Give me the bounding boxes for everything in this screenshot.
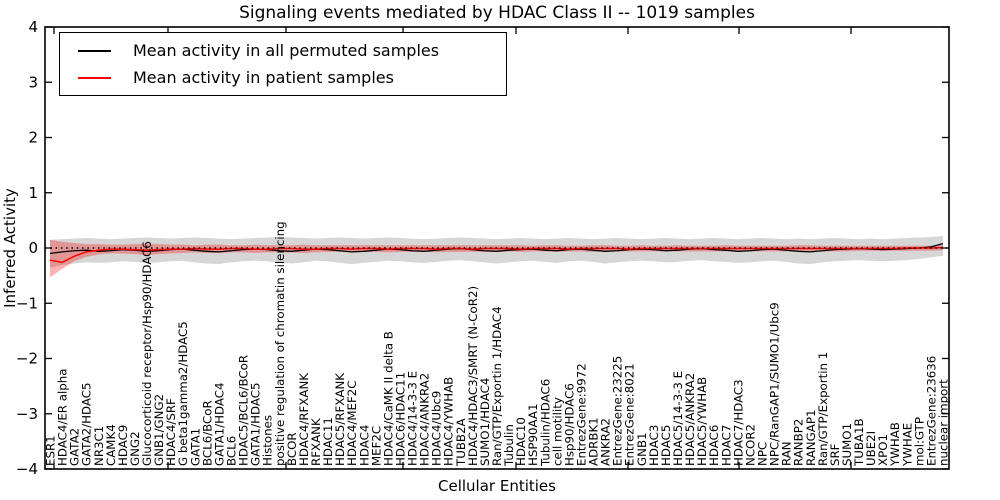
entity-label: RANGAP1 <box>804 410 818 466</box>
entity-label: HDAC6/HDAC11 <box>393 372 407 466</box>
entity-label: EntrezGene:9972 <box>574 363 588 466</box>
legend-label-patient: Mean activity in patient samples <box>133 68 394 87</box>
entity-label: EntrezGene:23636 <box>924 356 938 466</box>
y-axis-label: Inferred Activity <box>1 188 19 308</box>
entity-label: NPC/RanGAP1/SUMO1/Ubc9 <box>768 302 782 466</box>
entity-label: HSP90AA1 <box>526 404 540 466</box>
entity-label: HDAC5/RFXANK <box>333 373 347 466</box>
entity-label: HDAC4/ER alpha <box>56 369 70 466</box>
entity-label: HDAC4/RFXANK <box>297 373 311 466</box>
entity-label: BCL6/BCoR <box>200 400 214 466</box>
entity-label: TUBB2A <box>454 418 468 467</box>
entity-label: ANKRA2 <box>599 418 613 466</box>
x-axis-label: Cellular Entities <box>438 477 556 495</box>
entity-label: Hsp90/HDAC6 <box>562 383 576 466</box>
entity-label: HDAC4/ANKRA2 <box>418 373 432 466</box>
entity-label: GATA1/HDAC4 <box>212 383 226 467</box>
entity-label: HDAC7 <box>719 425 733 466</box>
entity-label: Glucocorticoid receptor/Hsp90/HDAC6 <box>140 241 154 466</box>
entity-label: EntrezGene:8021 <box>623 363 637 466</box>
entity-label: GATA2 <box>68 428 82 466</box>
entity-label: EntrezGene:23225 <box>611 356 625 466</box>
entity-label: HDAC5/YWHAB <box>695 377 709 466</box>
entity-label: BCOR <box>285 432 299 466</box>
y-tick-label: 3 <box>28 73 38 91</box>
entity-label: GATA2/HDAC5 <box>80 383 94 467</box>
entity-label: HDAC5 <box>659 425 673 466</box>
entity-label: RFXANK <box>309 418 323 466</box>
legend-entry-patient: Mean activity in patient samples <box>60 65 506 91</box>
entity-label: Histones <box>261 415 275 466</box>
legend: Mean activity in all permuted samples Me… <box>59 32 507 96</box>
y-tick-label: 4 <box>28 18 38 36</box>
entity-label: HDAC4 <box>357 425 371 466</box>
entity-label: Ran/GTP/Exportin 1 <box>816 352 830 466</box>
legend-label-permuted: Mean activity in all permuted samples <box>133 41 440 60</box>
entity-label: NCOR2 <box>743 424 757 466</box>
y-tick-label: −1 <box>16 294 38 312</box>
entity-label: HDAC4/Ubc9 <box>430 391 444 466</box>
chart-title: Signaling events mediated by HDAC Class … <box>239 3 755 23</box>
entity-label: MEF2C <box>369 426 383 466</box>
y-tick-label: 1 <box>28 184 38 202</box>
entity-label: HDAC4/MEF2C <box>345 381 359 467</box>
entity-label: Ran/GTP/Exportin 1/HDAC4 <box>490 306 504 466</box>
entity-label: HDAC11 <box>321 417 335 466</box>
entity-label: mol:GTP <box>912 417 926 466</box>
patient-line-swatch-icon <box>78 76 111 79</box>
entity-label: YWHAB <box>888 422 902 467</box>
y-tick-label: −2 <box>16 350 38 368</box>
entity-label: HDAC5/ANKRA2 <box>683 373 697 466</box>
entity-label: TUBA1B <box>852 418 866 467</box>
permuted-line-swatch-icon <box>78 49 111 52</box>
entity-label: SRF <box>828 443 842 466</box>
entity-label: XPO1 <box>876 434 890 466</box>
entity-label: RANBP2 <box>792 419 806 466</box>
entity-label: UBE2I <box>864 431 878 466</box>
entity-label: CAMK4 <box>104 424 118 466</box>
legend-entry-permuted: Mean activity in all permuted samples <box>60 38 506 64</box>
y-tick-label: −4 <box>16 460 38 478</box>
entity-label: BCL6 <box>225 436 239 466</box>
entity-label: HDAC10 <box>514 417 528 466</box>
entity-label: HDAC4/CaMK II delta B <box>381 331 395 466</box>
entity-label: GNB1 <box>635 432 649 466</box>
entity-label: GNG2 <box>128 431 142 466</box>
entity-label: HDAC7/HDAC3 <box>731 379 745 466</box>
entity-label: YWHAE <box>900 423 914 467</box>
entity-label: cell motility <box>550 397 564 466</box>
entity-label: ADRBK1 <box>587 417 601 466</box>
entity-label: HDAC6 <box>707 425 721 466</box>
entity-label: HDAC9 <box>116 425 130 466</box>
entity-label: GNB1/GNG2 <box>152 394 166 466</box>
entity-label: HDAC4/SRF <box>164 398 178 466</box>
y-tick-label: −3 <box>16 405 38 423</box>
entity-label: HDAC4/YWHAB <box>442 377 456 466</box>
entity-label: ESR1 <box>44 435 58 466</box>
entity-label: HDAC5/BCL6/BCoR <box>237 355 251 466</box>
permuted-mean-line <box>49 242 944 255</box>
entity-label: SUMO1 <box>840 423 854 466</box>
entity-label: SUMO1/HDAC4 <box>478 378 492 466</box>
entity-label: G beta1gamma2/HDAC5 <box>176 321 190 466</box>
entity-label: GATA1 <box>188 428 202 466</box>
entity-label: nuclear import <box>937 379 951 466</box>
entity-label: NR3C1 <box>92 426 106 466</box>
y-tick-label: 0 <box>28 239 38 257</box>
entity-label: RAN <box>780 441 794 466</box>
entity-label: positive regulation of chromatin silenci… <box>273 221 287 466</box>
entity-label: HDAC3 <box>647 425 661 466</box>
entity-label: NPC <box>755 442 769 466</box>
entity-label: Tubulin/HDAC6 <box>538 379 552 467</box>
entity-label: HDAC5/14-3-3 E <box>671 371 685 466</box>
y-tick-label: 2 <box>28 129 38 147</box>
entity-label: GATA1/HDAC5 <box>249 383 263 467</box>
entity-label: Tubulin <box>502 424 516 467</box>
entity-label: HDAC4/HDAC3/SMRT (N-CoR2) <box>466 286 480 466</box>
entity-label: HDAC4/14-3-3 E <box>406 371 420 466</box>
